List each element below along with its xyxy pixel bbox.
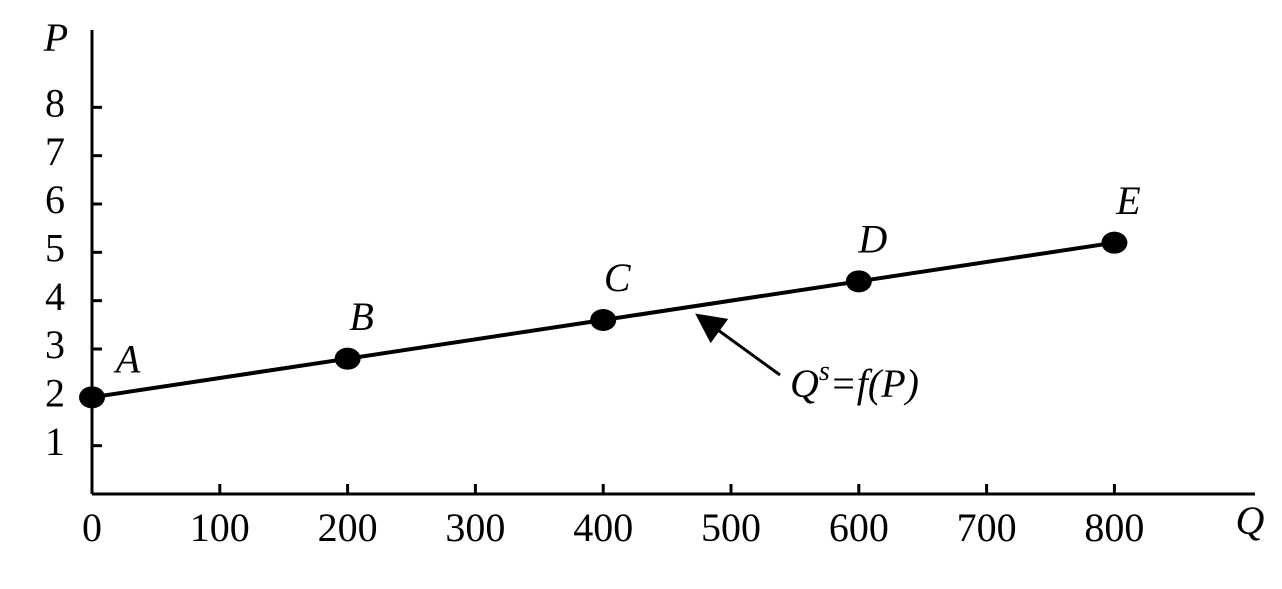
annotation-sup: s (819, 356, 830, 387)
x-tick-label: 0 (82, 505, 102, 550)
annotation: Qs=f(P) (790, 356, 919, 406)
y-tick-label: 1 (45, 419, 65, 464)
point (590, 309, 617, 331)
y-tick-label: 7 (45, 129, 65, 174)
annotation-arrow (695, 313, 781, 377)
point (79, 386, 105, 409)
x-tick-label: 600 (829, 505, 889, 550)
point (1101, 231, 1128, 254)
y-axis-label: P (43, 15, 68, 60)
x-tick-label: 800 (1084, 505, 1144, 550)
x-axis-label: Q (1236, 498, 1265, 543)
point (334, 347, 361, 370)
x-tick-label: 300 (445, 505, 505, 550)
y-tick-label: 4 (45, 274, 65, 319)
point-label: A (113, 337, 141, 382)
point-label: D (857, 217, 887, 262)
y-tick-label: 5 (45, 226, 65, 271)
point-label: C (604, 255, 632, 300)
x-tick-label: 200 (318, 505, 378, 550)
y-tick-label: 2 (45, 371, 65, 416)
annotation-part: =f(P) (830, 361, 919, 406)
y-tick-label: 8 (45, 81, 65, 126)
y-tick-label: 6 (45, 177, 65, 222)
annotation-part: Q (790, 361, 819, 406)
x-tick-label: 400 (573, 505, 633, 550)
x-tick-label: 100 (190, 505, 250, 550)
y-tick-label: 3 (45, 322, 65, 367)
point-label: B (349, 294, 373, 339)
x-tick-label: 500 (701, 505, 761, 550)
point-label: E (1115, 178, 1140, 223)
point (845, 270, 872, 293)
x-tick-label: 700 (957, 505, 1017, 550)
